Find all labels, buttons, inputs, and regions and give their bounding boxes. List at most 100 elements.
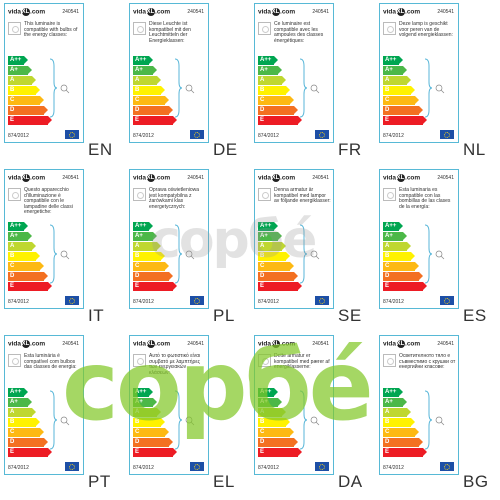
energy-class-bar: E xyxy=(8,448,52,457)
energy-class-label: A++ xyxy=(385,389,397,395)
product-code: 240541 xyxy=(187,9,204,15)
energy-class-bar: E xyxy=(133,282,177,291)
energy-class-label: C xyxy=(10,263,15,269)
energy-class-bar: B xyxy=(133,86,165,95)
language-code: EL xyxy=(213,472,235,491)
energy-class-bar: B xyxy=(258,418,290,427)
eu-flag-icon xyxy=(190,130,204,139)
energy-class-bar: C xyxy=(258,428,294,437)
bulb-icon xyxy=(310,416,320,426)
energy-class-label: E xyxy=(385,283,390,289)
brace-icon xyxy=(49,390,57,450)
brace-icon xyxy=(49,58,57,118)
energy-class-label: E xyxy=(10,449,15,455)
brace-icon xyxy=(299,390,307,450)
energy-class-bar: A+ xyxy=(383,232,407,241)
product-code: 240541 xyxy=(437,9,454,15)
energy-class-bar: B xyxy=(383,86,415,95)
energy-class-bar: A xyxy=(383,76,411,85)
energy-class-label: C xyxy=(260,97,265,103)
bulb-icon xyxy=(60,84,70,94)
energy-class-bar: E xyxy=(258,282,302,291)
energy-class-label: A+ xyxy=(10,67,18,73)
energy-class-bar: A+ xyxy=(258,66,282,75)
energy-class-label: D xyxy=(385,273,390,279)
bulb-icon xyxy=(185,84,195,94)
lamp-icon xyxy=(133,188,146,201)
energy-class-bar: D xyxy=(258,272,298,281)
language-code: PT xyxy=(88,472,111,491)
energy-class-label: B xyxy=(385,87,390,93)
label-cell-de: vidaXL.com 240541 Diese Leuchte ist kompat… xyxy=(125,0,250,166)
energy-class-label: A xyxy=(260,77,265,83)
energy-class-label: C xyxy=(385,263,390,269)
energy-class-label: A+ xyxy=(10,233,18,239)
language-code: IT xyxy=(88,306,105,325)
energy-class-bar: D xyxy=(383,106,423,115)
compatibility-text: This luminaire is compatible with bulbs … xyxy=(24,21,78,39)
label-cell-bg: vidaXL.com 240541 Осветителното тяло е съв… xyxy=(375,332,500,498)
energy-class-label: A++ xyxy=(385,223,397,229)
energy-class-label: D xyxy=(135,439,140,445)
energy-class-label: D xyxy=(385,107,390,113)
brand-logo: vidaXL.com xyxy=(133,174,171,182)
brand-logo: vidaXL.com xyxy=(383,174,421,182)
energy-class-bar: D xyxy=(133,438,173,447)
label-cell-nl: vidaXL.com 240541 Deze lamp is geschikt vo… xyxy=(375,0,500,166)
label-cell-el: vidaXL.com 240541 Αυτό το φωτιστικό είναι … xyxy=(125,332,250,498)
energy-class-label: A+ xyxy=(260,233,268,239)
energy-class-label: B xyxy=(385,419,390,425)
energy-class-bar: A+ xyxy=(133,66,157,75)
product-code: 240541 xyxy=(437,341,454,347)
label-cell-en: vidaXL.com 240541 This luminaire is compat… xyxy=(0,0,125,166)
watermark: сорбé xyxy=(62,330,374,442)
energy-class-label: A xyxy=(260,409,265,415)
regulation-number: 874/2012 xyxy=(258,299,279,305)
energy-class-label: A xyxy=(10,77,15,83)
energy-class-bar: A xyxy=(133,76,161,85)
energy-class-label: E xyxy=(260,449,265,455)
energy-class-label: B xyxy=(10,87,15,93)
energy-class-bar: A++ xyxy=(258,222,278,231)
eu-flag-icon xyxy=(440,462,454,471)
brand-logo: vidaXL.com xyxy=(8,174,46,182)
product-code: 240541 xyxy=(312,9,329,15)
energy-class-label: D xyxy=(385,439,390,445)
energy-label: vidaXL.com 240541 Αυτό το φωτιστικό είναι … xyxy=(129,335,209,475)
energy-class-bar: E xyxy=(8,116,52,125)
eu-flag-icon xyxy=(315,130,329,139)
energy-label: vidaXL.com 240541 Esta luminaria es compat… xyxy=(379,169,459,309)
lamp-icon xyxy=(258,188,271,201)
energy-class-label: E xyxy=(385,117,390,123)
lamp-icon xyxy=(8,354,21,367)
energy-class-bar: A++ xyxy=(8,56,28,65)
brand-logo: vidaXL.com xyxy=(383,340,421,348)
energy-class-label: A xyxy=(10,243,15,249)
energy-class-label: A xyxy=(10,409,15,415)
energy-class-label: B xyxy=(10,253,15,259)
brand-logo: vidaXL.com xyxy=(258,174,296,182)
energy-class-bar: A++ xyxy=(8,222,28,231)
energy-class-bar: A xyxy=(383,242,411,251)
eu-flag-icon xyxy=(65,296,79,305)
energy-class-bar: A++ xyxy=(258,388,278,397)
energy-class-bar: A++ xyxy=(8,388,28,397)
brand-logo: vidaXL.com xyxy=(8,340,46,348)
compatibility-text: Esta luminária é compatível com bulbos d… xyxy=(24,353,77,371)
energy-class-label: E xyxy=(260,283,265,289)
energy-class-bar: A++ xyxy=(383,388,403,397)
label-cell-pt: vidaXL.com 240541 Esta luminária é compatí… xyxy=(0,332,125,498)
energy-class-label: E xyxy=(135,283,140,289)
eu-flag-icon xyxy=(190,296,204,305)
bulb-icon xyxy=(310,84,320,94)
energy-class-label: D xyxy=(10,273,15,279)
energy-class-label: E xyxy=(260,117,265,123)
lamp-icon xyxy=(133,354,146,367)
product-code: 240541 xyxy=(62,175,79,181)
regulation-number: 874/2012 xyxy=(383,465,404,471)
energy-class-bar: B xyxy=(8,252,40,261)
energy-class-bar: C xyxy=(383,96,419,105)
energy-class-label: B xyxy=(385,253,390,259)
energy-class-bar: B xyxy=(133,252,165,261)
